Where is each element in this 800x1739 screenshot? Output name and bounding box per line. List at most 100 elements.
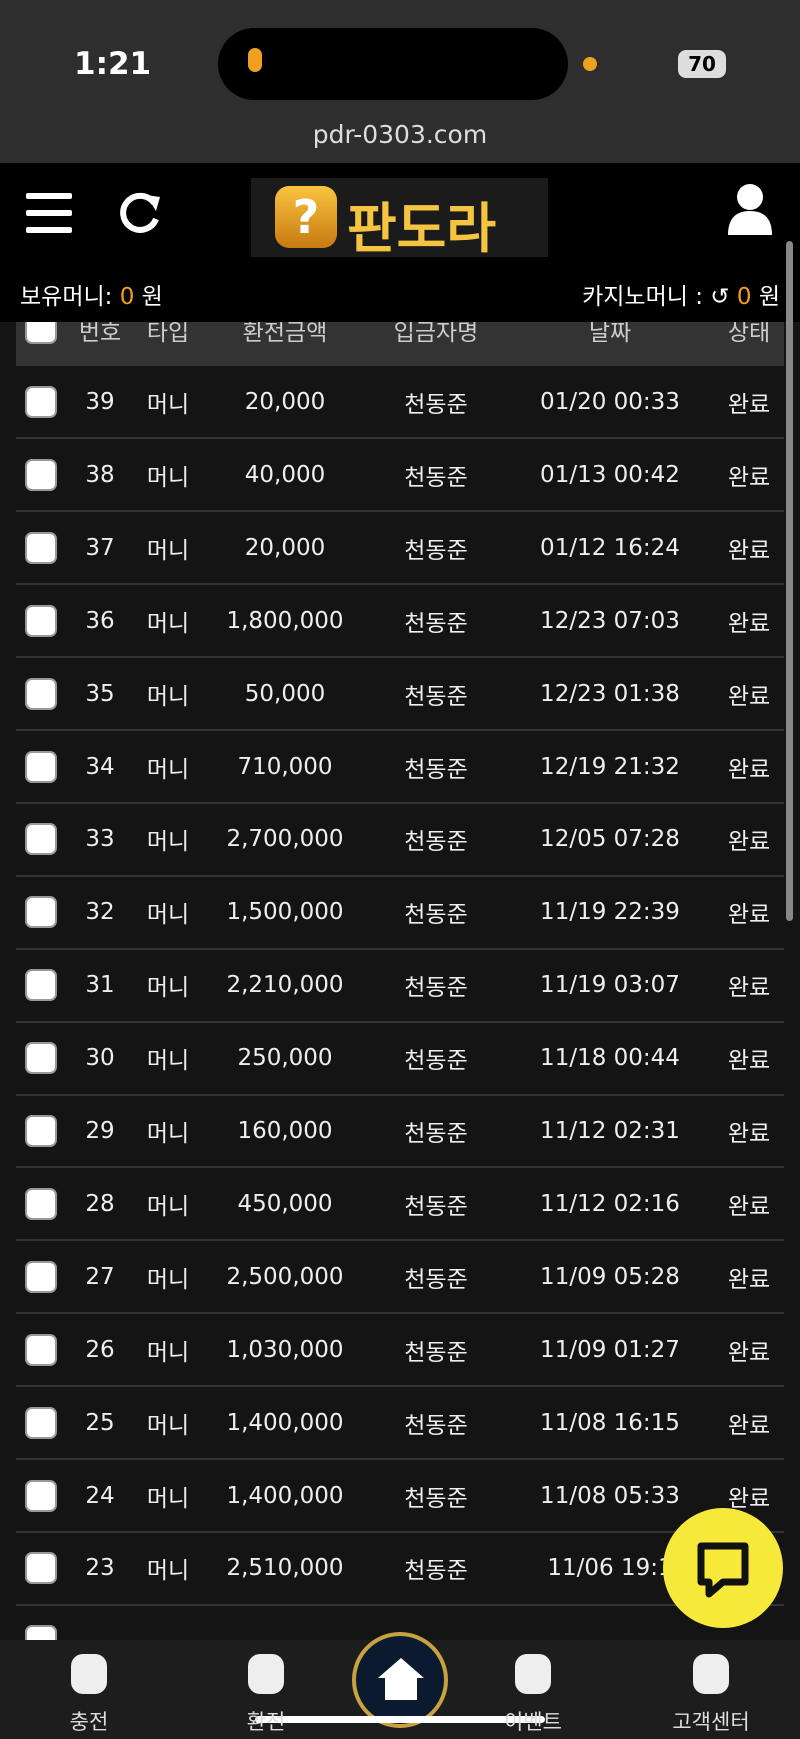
logo[interactable]: ? 판도라 bbox=[251, 178, 548, 260]
checkbox[interactable] bbox=[25, 823, 57, 856]
table-cell: 36 bbox=[85, 607, 115, 634]
table-cell: 천동준 bbox=[404, 1485, 468, 1512]
table-cell: 천동준 bbox=[404, 1048, 468, 1075]
nav-icon[interactable] bbox=[248, 1654, 284, 1694]
table-cell: 머니 bbox=[146, 829, 190, 856]
table-cell: 머니 bbox=[146, 1485, 190, 1512]
table-cell: 23 bbox=[85, 1555, 115, 1582]
refresh-icon[interactable] bbox=[116, 189, 164, 237]
table-cell: 완료 bbox=[727, 1048, 771, 1075]
bottom-nav: 충전 환전 이벤트 고객센터 bbox=[0, 1632, 800, 1739]
table-cell: 완료 bbox=[727, 610, 771, 637]
checkbox[interactable] bbox=[25, 1333, 57, 1366]
table-cell: 천동준 bbox=[404, 975, 468, 1002]
checkbox[interactable] bbox=[25, 322, 57, 344]
row-separator bbox=[16, 1312, 784, 1315]
nav-label[interactable]: 고객센터 bbox=[672, 1710, 750, 1734]
nav-label[interactable]: 이벤트 bbox=[504, 1710, 562, 1734]
row-separator bbox=[16, 801, 784, 804]
row-separator bbox=[16, 947, 784, 950]
checkbox[interactable] bbox=[25, 1260, 57, 1293]
table-cell: 50,000 bbox=[244, 680, 326, 707]
user-icon[interactable] bbox=[726, 183, 774, 235]
chat-button[interactable] bbox=[663, 1508, 783, 1628]
table-cell: 머니 bbox=[146, 392, 190, 418]
table-cell: 37 bbox=[85, 534, 115, 561]
table-cell: 26 bbox=[85, 1336, 115, 1363]
table-cell: 01/20 00:33 bbox=[540, 389, 680, 415]
checkbox[interactable] bbox=[25, 1115, 57, 1147]
table-cell: 완료 bbox=[727, 1266, 771, 1293]
table-cell: 천동준 bbox=[404, 392, 468, 418]
table-cell: 1,400,000 bbox=[226, 1482, 344, 1509]
row-separator bbox=[16, 1458, 784, 1461]
balance-label: 보유머니: bbox=[20, 284, 113, 310]
row-separator bbox=[16, 1239, 784, 1242]
row-separator bbox=[16, 1530, 784, 1533]
checkbox[interactable] bbox=[25, 1187, 57, 1220]
table-cell: 천동준 bbox=[404, 1339, 468, 1366]
table-cell: 11/12 02:31 bbox=[540, 1118, 680, 1144]
nav-icon[interactable] bbox=[71, 1654, 107, 1694]
table-cell: 완료 bbox=[727, 464, 771, 491]
table-cell: 11/19 03:07 bbox=[540, 972, 680, 999]
table-cell: 11/12 02:16 bbox=[540, 1190, 680, 1217]
checkbox[interactable] bbox=[25, 458, 57, 491]
table-cell: 완료 bbox=[727, 1412, 771, 1439]
checkbox[interactable] bbox=[25, 1042, 57, 1075]
table-cell: 11/06 19:1 bbox=[547, 1555, 673, 1582]
checkbox[interactable] bbox=[25, 386, 57, 418]
battery: 70 bbox=[678, 50, 726, 78]
logo-text: 판도라 bbox=[347, 197, 497, 260]
table-cell: 11/18 00:44 bbox=[540, 1045, 680, 1072]
table-cell: 01/13 00:42 bbox=[540, 461, 680, 488]
table-cell: 20,000 bbox=[244, 389, 326, 415]
column-header: 번호 bbox=[78, 322, 122, 346]
table-cell: 천동준 bbox=[404, 902, 468, 929]
table-cell: 11/08 05:33 bbox=[540, 1482, 680, 1509]
checkbox[interactable] bbox=[25, 1625, 57, 1640]
checkbox[interactable] bbox=[25, 1479, 57, 1512]
table-cell: 완료 bbox=[727, 1193, 771, 1220]
balance-value: 0 bbox=[119, 284, 135, 310]
table-cell: 24 bbox=[85, 1482, 115, 1509]
checkbox[interactable] bbox=[25, 750, 57, 783]
status-bar: 1:21 70 pdr-0303.com bbox=[0, 0, 800, 163]
table-cell: 천동준 bbox=[404, 1266, 468, 1293]
checkbox[interactable] bbox=[25, 677, 57, 710]
table-cell: 12/19 21:32 bbox=[540, 753, 680, 780]
table-cell: 머니 bbox=[146, 1048, 190, 1075]
nav-icon[interactable] bbox=[515, 1654, 551, 1694]
table-cell: 머니 bbox=[146, 1558, 190, 1585]
table-cell: 천동준 bbox=[404, 829, 468, 856]
menu-icon[interactable] bbox=[26, 191, 74, 235]
nav-label[interactable]: 환전 bbox=[246, 1710, 286, 1734]
checkbox[interactable] bbox=[25, 1406, 57, 1439]
table: 번호 타입 환전금액 입금자명 날짜 상태 39 머니 20,000 천동준 01/20 00:33… bbox=[0, 322, 800, 1640]
checkbox[interactable] bbox=[25, 896, 57, 929]
row-separator bbox=[16, 583, 784, 586]
table-cell: 머니 bbox=[146, 464, 190, 491]
nav-icon[interactable] bbox=[693, 1654, 729, 1694]
table-header bbox=[16, 322, 784, 366]
checkbox[interactable] bbox=[25, 1552, 57, 1585]
row-separator bbox=[16, 1166, 784, 1169]
row-separator bbox=[16, 1385, 784, 1388]
column-header: 타입 bbox=[146, 322, 190, 346]
table-cell: 2,210,000 bbox=[226, 972, 344, 999]
nav-label[interactable]: 충전 bbox=[69, 1710, 109, 1734]
balance-unit: 원 bbox=[141, 284, 163, 310]
checkbox[interactable] bbox=[25, 604, 57, 637]
table-cell: 29 bbox=[85, 1118, 115, 1144]
checkbox[interactable] bbox=[25, 531, 57, 564]
table-cell: 천동준 bbox=[404, 537, 468, 564]
checkbox[interactable] bbox=[25, 969, 57, 1002]
table-cell: 완료 bbox=[727, 975, 771, 1002]
url[interactable]: pdr-0303.com bbox=[312, 120, 488, 149]
table-cell: 250,000 bbox=[237, 1045, 333, 1072]
column-header: 환전금액 bbox=[242, 322, 328, 346]
home-button[interactable] bbox=[352, 1632, 448, 1728]
table-cell: 1,030,000 bbox=[226, 1336, 344, 1363]
table-cell: 천동준 bbox=[404, 1121, 468, 1147]
